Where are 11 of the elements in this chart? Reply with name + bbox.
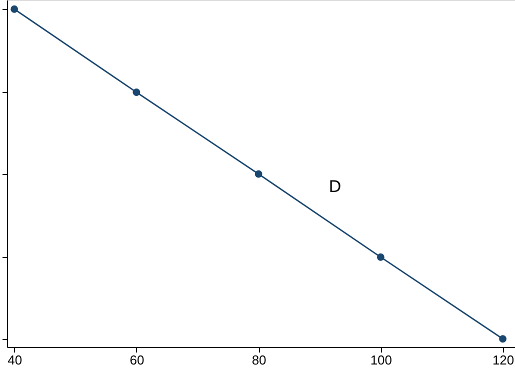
annotation: D (328, 177, 342, 196)
x-tick-label: 40 (8, 352, 22, 368)
x-tick-label: 100 (370, 352, 392, 368)
point (132, 88, 140, 96)
x-tick-label: 60 (130, 352, 144, 368)
x-tick-label: 80 (252, 352, 266, 368)
point (499, 335, 506, 343)
point (254, 170, 262, 178)
x-tick-label: 120 (492, 352, 514, 368)
point (10, 5, 18, 13)
point (376, 253, 384, 261)
